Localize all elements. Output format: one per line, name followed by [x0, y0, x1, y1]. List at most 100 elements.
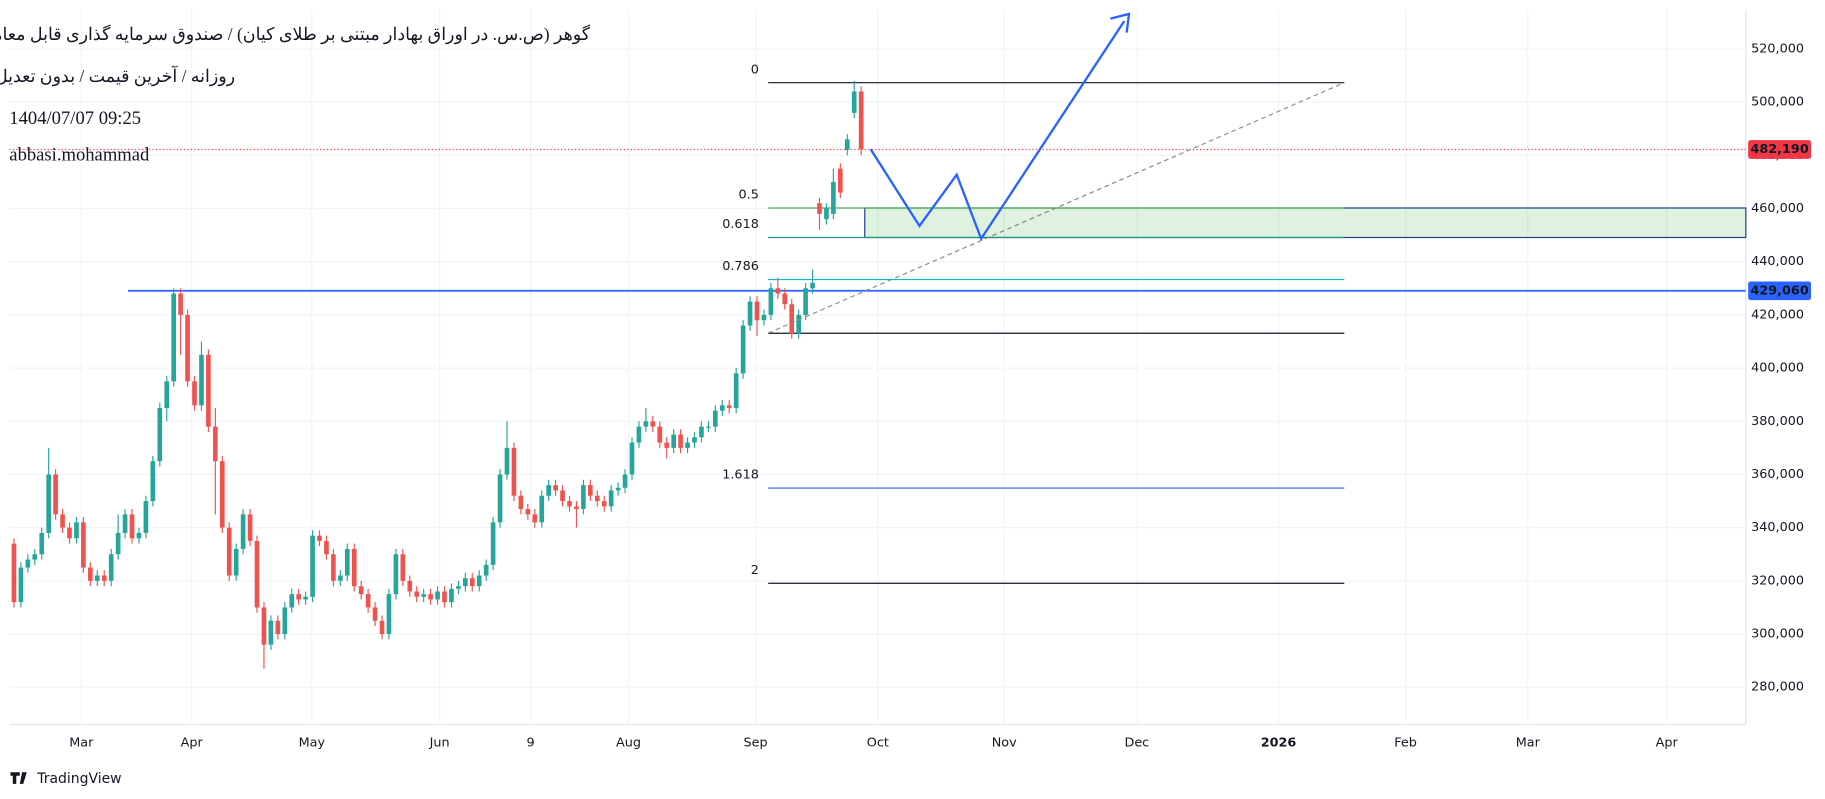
candle-body: [115, 532, 121, 555]
chart-title: گوهر (ص.س. در اوراق بهادار مبتنی بر طلای…: [0, 24, 591, 45]
candle-body: [303, 596, 308, 600]
candle-body: [331, 554, 336, 581]
y-tick-label: 340,000: [1751, 520, 1804, 535]
candle-body: [261, 607, 267, 645]
candle-body: [574, 506, 579, 510]
candle-body: [247, 514, 253, 541]
x-tick-label: Mar: [69, 736, 94, 751]
fib-label: 2: [751, 563, 759, 578]
candle-body: [358, 586, 364, 595]
candle-body: [25, 559, 31, 568]
candle-body: [233, 548, 239, 576]
subtitle: روزانه / آخرین قیمت / بدون تعدیل: [0, 65, 235, 87]
candle-body: [81, 522, 86, 568]
x-tick-label: Dec: [1124, 736, 1149, 751]
candle-body: [525, 509, 531, 515]
candle-body: [476, 575, 482, 587]
candle-body: [386, 594, 392, 635]
candle-body: [671, 434, 676, 448]
fib-label: 0: [751, 62, 759, 77]
x-tick-label: Feb: [1394, 736, 1417, 751]
y-tick-label: 520,000: [1751, 41, 1804, 56]
candle-body: [831, 181, 836, 214]
candle-body: [157, 407, 163, 462]
y-tick-label: 420,000: [1751, 307, 1804, 322]
y-tick-label: 280,000: [1751, 680, 1804, 695]
x-tick-label: 9: [527, 736, 535, 751]
x-tick-label: Apr: [181, 736, 204, 751]
candle-body: [581, 485, 586, 510]
candle-body: [351, 548, 357, 587]
candle-body: [699, 426, 704, 438]
candle-body: [518, 495, 524, 510]
candle-body: [136, 532, 142, 539]
candle-body: [18, 567, 24, 603]
candle-body: [414, 591, 420, 597]
candle-body: [268, 620, 274, 645]
candle-body: [129, 514, 135, 539]
price-badge: [1748, 140, 1812, 159]
candle-body: [768, 288, 774, 315]
candle-body: [796, 314, 801, 334]
candle-body: [108, 554, 114, 581]
fib-label: 0.618: [722, 217, 759, 232]
candle-body: [719, 405, 725, 411]
candle-body: [775, 288, 781, 294]
candle-body: [317, 535, 322, 541]
candle-body: [713, 410, 718, 427]
fib-label: 1.618: [722, 468, 759, 483]
x-tick-label: Nov: [992, 736, 1017, 751]
candle-body: [803, 288, 808, 315]
candle-body: [372, 607, 378, 621]
candle-body: [851, 91, 857, 113]
fib-label: 0.786: [722, 259, 759, 274]
candle-body: [206, 354, 211, 427]
timestamp: 1404/07/07 09:25: [9, 108, 141, 129]
y-tick-label: 460,000: [1751, 201, 1804, 216]
candle-body: [629, 442, 635, 475]
candle-body: [588, 485, 593, 496]
candle-body: [622, 474, 628, 488]
candle-body: [226, 527, 232, 576]
candle-body: [754, 301, 760, 321]
candle-body: [497, 474, 503, 523]
candle-body: [101, 575, 107, 581]
candle-body: [240, 514, 246, 549]
candle-body: [789, 304, 795, 334]
candle-body: [532, 514, 538, 523]
candle-body: [469, 578, 475, 587]
candle-body: [601, 501, 607, 507]
candle-body: [46, 474, 52, 533]
candle-body: [560, 490, 565, 502]
candle-body: [511, 447, 517, 496]
candle-body: [463, 578, 468, 587]
candle-body: [60, 514, 65, 528]
candle-body: [379, 620, 385, 635]
candle-body: [615, 487, 621, 491]
x-tick-label: May: [299, 736, 326, 751]
candle-body: [421, 594, 427, 597]
candle-body: [324, 540, 329, 555]
x-tick-label: Jun: [429, 736, 450, 751]
candle-body: [594, 495, 600, 502]
candle-body: [435, 591, 440, 600]
x-tick-label: Oct: [867, 736, 889, 751]
candle-body: [504, 447, 510, 475]
arrow-head: [1110, 12, 1131, 33]
candle-body: [185, 314, 190, 382]
candle-body: [567, 501, 572, 507]
x-tick-label: Apr: [1656, 736, 1679, 751]
candle-body: [94, 575, 100, 581]
y-tick-label: 500,000: [1751, 95, 1804, 110]
y-tick-label: 440,000: [1751, 254, 1804, 269]
candle-body: [456, 586, 461, 589]
projection-path: [869, 20, 1126, 242]
candle-body: [289, 594, 295, 608]
candle-body: [685, 442, 690, 448]
candle-body: [747, 301, 753, 326]
candle-body: [650, 421, 656, 427]
candle-body: [171, 293, 177, 382]
y-tick-label: 360,000: [1751, 467, 1804, 482]
candle-body: [490, 522, 496, 565]
